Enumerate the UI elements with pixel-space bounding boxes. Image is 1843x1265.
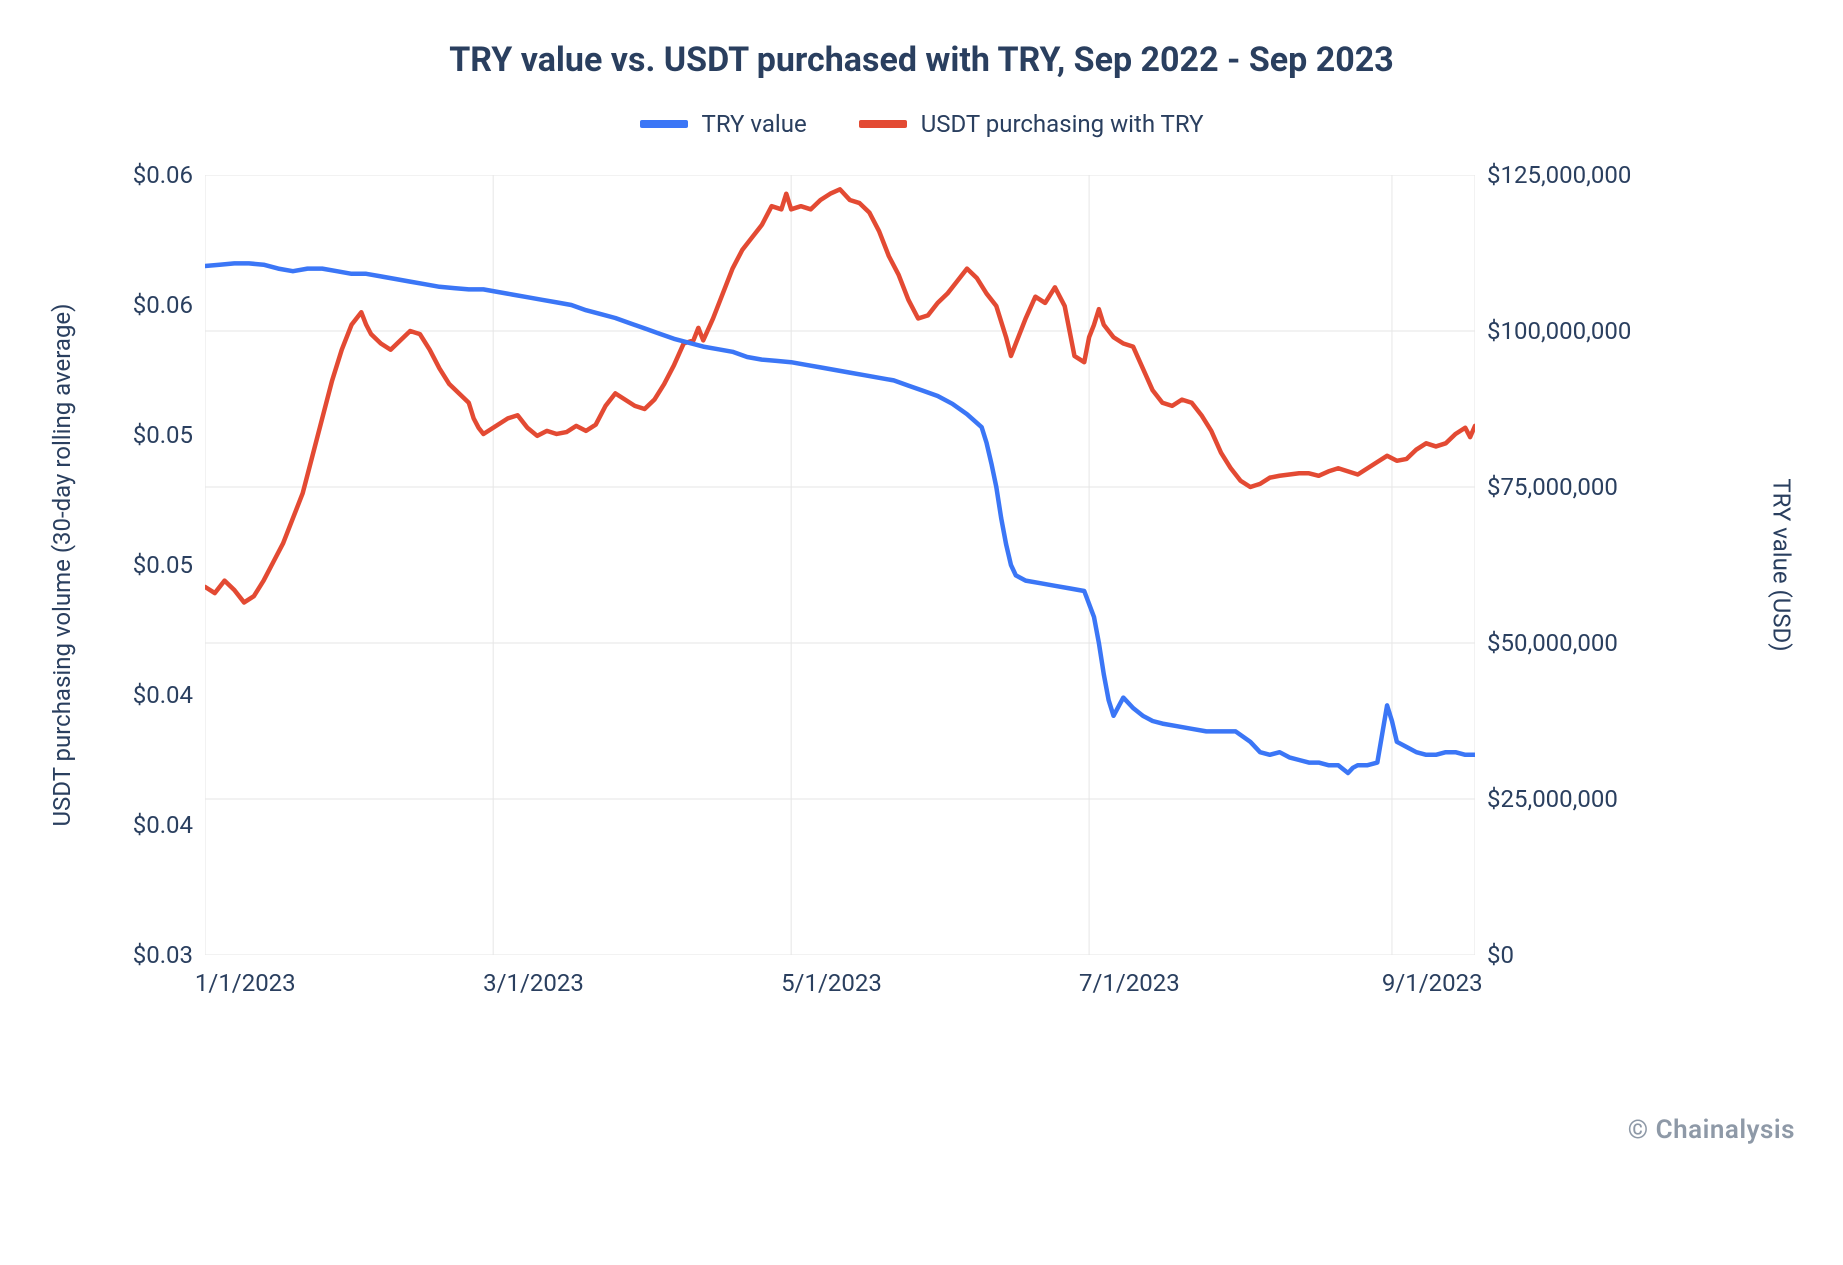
legend-item-try-value: TRY value: [640, 110, 807, 138]
y-right-tick-5: $125,000,000: [1487, 161, 1631, 189]
legend-label-0: TRY value: [702, 110, 807, 138]
chart-container: TRY value vs. USDT purchased with TRY, S…: [0, 0, 1843, 1265]
watermark: © Chainalysis: [1628, 1115, 1795, 1145]
y-left-tick-1: $0.04: [133, 811, 193, 839]
x-tick-4: 9/1/2023: [1382, 969, 1483, 997]
x-tick-0: 1/1/2023: [195, 969, 296, 997]
legend-label-1: USDT purchasing with TRY: [921, 110, 1204, 138]
y-axis-right-label: TRY value (USD): [1767, 478, 1795, 651]
series-try-value: [205, 263, 1475, 773]
y-left-tick-4: $0.05: [133, 421, 193, 449]
series-usdt-purchasing-with-try: [205, 189, 1475, 602]
y-left-tick-3: $0.05: [133, 551, 193, 579]
y-right-tick-3: $75,000,000: [1487, 473, 1618, 501]
y-left-tick-5: $0.06: [133, 291, 193, 319]
plot-area: [205, 175, 1475, 955]
x-tick-2: 5/1/2023: [781, 969, 882, 997]
y-right-tick-0: $0: [1487, 941, 1514, 969]
x-tick-3: 7/1/2023: [1079, 969, 1180, 997]
y-axis-left-label: USDT purchasing volume (30-day rolling a…: [48, 303, 76, 826]
legend: TRY value USDT purchasing with TRY: [0, 110, 1843, 138]
legend-item-usdt: USDT purchasing with TRY: [859, 110, 1204, 138]
chart-title: TRY value vs. USDT purchased with TRY, S…: [0, 40, 1843, 80]
legend-swatch-1: [859, 120, 907, 128]
y-left-tick-6: $0.06: [133, 161, 193, 189]
y-right-tick-1: $25,000,000: [1487, 785, 1618, 813]
legend-swatch-0: [640, 120, 688, 128]
y-right-tick-4: $100,000,000: [1487, 317, 1631, 345]
x-tick-1: 3/1/2023: [483, 969, 584, 997]
y-left-tick-0: $0.03: [133, 941, 193, 969]
y-left-tick-2: $0.04: [133, 681, 193, 709]
y-right-tick-2: $50,000,000: [1487, 629, 1618, 657]
